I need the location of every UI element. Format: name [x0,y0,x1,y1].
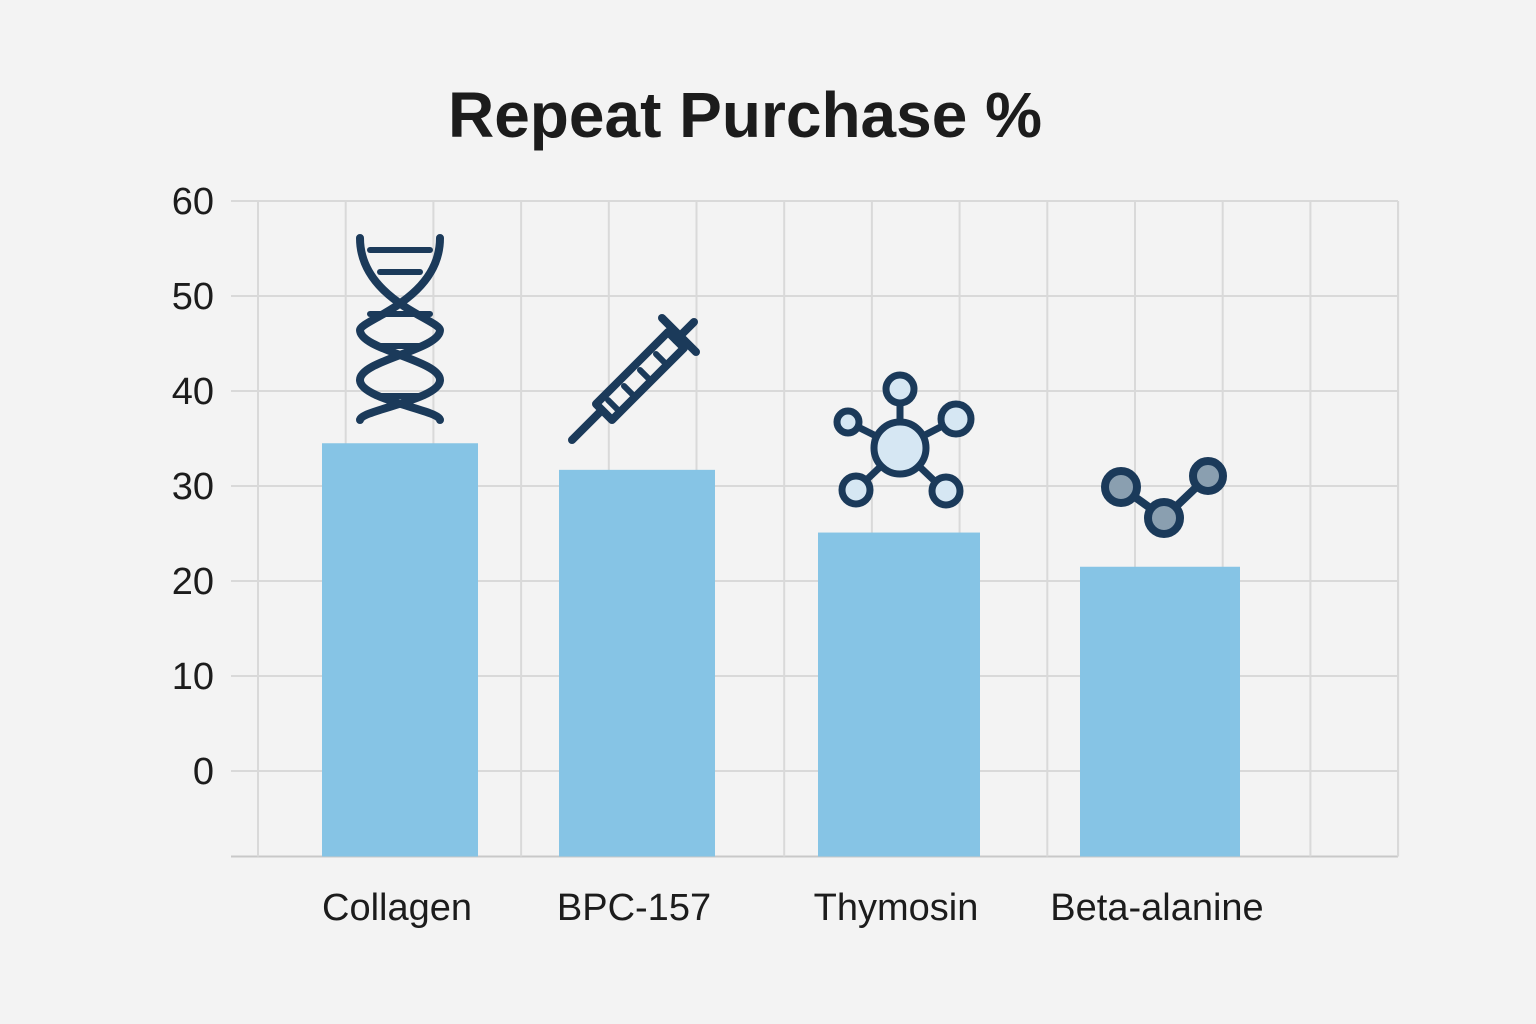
x-category-label: Collagen [322,887,472,929]
y-tick-label: 60 [172,181,214,223]
bar-bpc-157 [559,469,715,857]
x-axis-labels: Collagen BPC-157 Thymosin Beta-alanine [322,887,1264,929]
x-category-label: BPC-157 [557,887,711,929]
y-tick-label: 10 [172,656,214,698]
bar-collagen [322,443,478,857]
molecule-icon [833,371,975,509]
y-tick-label: 50 [172,276,214,318]
y-tick-label: 40 [172,371,214,413]
syringe-icon [568,314,700,444]
y-tick-label: 30 [172,466,214,508]
x-category-label: Beta-alanine [1050,887,1263,929]
bar-thymosin [818,532,980,857]
y-tick-label: 20 [172,561,214,603]
y-tick-label: 0 [193,751,214,793]
bars [322,443,1240,857]
chart-title: Repeat Purchase % [447,79,1043,151]
dna-icon [355,234,445,424]
bar-beta-alanine [1080,566,1240,857]
x-category-label: Thymosin [814,887,979,929]
molecule-chain-icon [1101,457,1227,538]
y-axis-ticks: 0 10 20 30 40 50 60 [172,181,214,793]
